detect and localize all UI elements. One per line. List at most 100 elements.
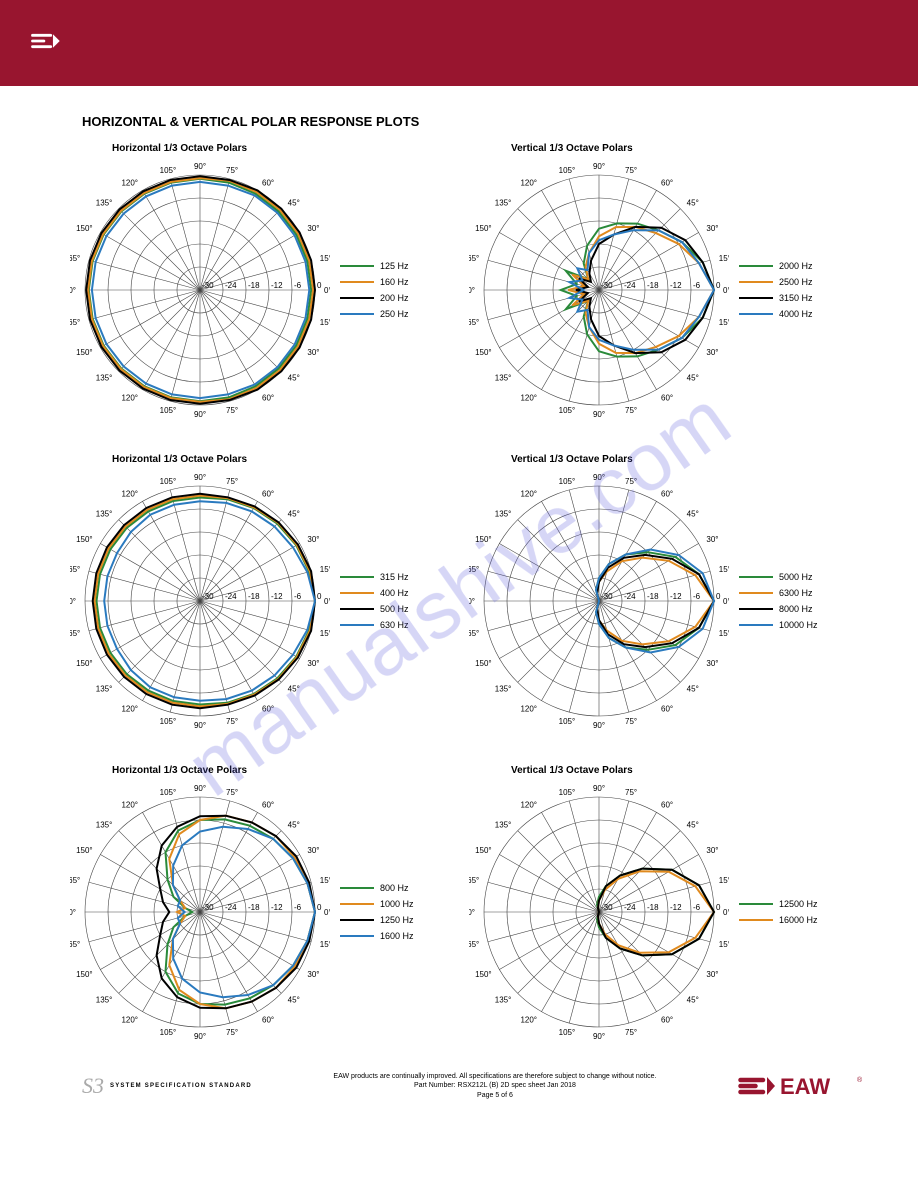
svg-text:0°: 0°	[324, 908, 330, 917]
svg-text:120°: 120°	[121, 1015, 138, 1024]
svg-text:30°: 30°	[706, 535, 718, 544]
svg-text:0: 0	[317, 903, 322, 912]
legend-item: 3150 Hz	[739, 293, 813, 303]
legend-label: 12500 Hz	[779, 899, 818, 909]
svg-text:30°: 30°	[706, 846, 718, 855]
svg-text:75°: 75°	[625, 477, 637, 486]
legend-item: 5000 Hz	[739, 572, 818, 582]
svg-text:150°: 150°	[76, 224, 93, 233]
svg-text:-24: -24	[624, 592, 636, 601]
legend-item: 4000 Hz	[739, 309, 813, 319]
svg-text:150°: 150°	[76, 348, 93, 357]
svg-text:0: 0	[716, 592, 721, 601]
polar-chart: 0°15°15°30°30°45°45°60°60°75°75°90°90°10…	[469, 782, 729, 1042]
legend-item: 1600 Hz	[340, 931, 414, 941]
svg-text:135°: 135°	[96, 198, 113, 207]
svg-text:75°: 75°	[226, 166, 238, 175]
chart-title: Horizontal 1/3 Octave Polars	[112, 143, 247, 154]
svg-text:150°: 150°	[475, 535, 492, 544]
svg-text:105°: 105°	[559, 477, 576, 486]
legend: 5000 Hz 6300 Hz 8000 Hz 10000 Hz	[739, 572, 818, 630]
eaw-logo: EAW ®	[738, 1070, 868, 1102]
legend-item: 400 Hz	[340, 588, 409, 598]
svg-text:45°: 45°	[288, 198, 300, 207]
svg-text:-18: -18	[647, 281, 659, 290]
page-title: HORIZONTAL & VERTICAL POLAR RESPONSE PLO…	[82, 114, 918, 129]
svg-text:0: 0	[716, 903, 721, 912]
chart-title: Horizontal 1/3 Octave Polars	[112, 765, 247, 776]
brand-icon	[28, 29, 62, 58]
svg-text:75°: 75°	[226, 717, 238, 726]
svg-text:0°: 0°	[723, 286, 729, 295]
legend-swatch	[739, 903, 773, 905]
svg-text:60°: 60°	[262, 1015, 274, 1024]
svg-text:120°: 120°	[121, 704, 138, 713]
svg-text:75°: 75°	[625, 788, 637, 797]
svg-text:-30: -30	[202, 592, 214, 601]
svg-text:150°: 150°	[76, 659, 93, 668]
legend-item: 500 Hz	[340, 604, 409, 614]
legend-swatch	[739, 281, 773, 283]
svg-text:-12: -12	[670, 592, 682, 601]
legend-item: 2500 Hz	[739, 277, 813, 287]
svg-text:150°: 150°	[475, 659, 492, 668]
legend-label: 3150 Hz	[779, 293, 813, 303]
legend-swatch	[739, 576, 773, 578]
legend-label: 10000 Hz	[779, 620, 818, 630]
legend-label: 1000 Hz	[380, 899, 414, 909]
svg-text:180°: 180°	[70, 908, 76, 917]
svg-text:105°: 105°	[160, 717, 177, 726]
polar-chart: 0°15°15°30°30°45°45°60°60°75°75°90°90°10…	[70, 471, 330, 731]
svg-text:75°: 75°	[226, 1028, 238, 1037]
svg-text:-6: -6	[294, 281, 302, 290]
svg-text:15°: 15°	[320, 629, 330, 638]
legend-item: 1250 Hz	[340, 915, 414, 925]
svg-text:-18: -18	[248, 592, 260, 601]
legend-item: 800 Hz	[340, 883, 414, 893]
svg-text:75°: 75°	[226, 406, 238, 415]
legend: 125 Hz 160 Hz 200 Hz 250 Hz	[340, 261, 409, 319]
svg-text:45°: 45°	[687, 996, 699, 1005]
svg-text:105°: 105°	[559, 1028, 576, 1037]
legend-label: 6300 Hz	[779, 588, 813, 598]
svg-text:15°: 15°	[320, 254, 330, 263]
svg-text:-6: -6	[693, 281, 701, 290]
svg-text:60°: 60°	[262, 393, 274, 402]
svg-text:-30: -30	[202, 903, 214, 912]
svg-text:180°: 180°	[70, 286, 76, 295]
footer-left: S3 SYSTEM SPECIFICATION STANDARD	[82, 1073, 252, 1099]
legend-swatch	[340, 576, 374, 578]
legend-label: 5000 Hz	[779, 572, 813, 582]
svg-text:75°: 75°	[226, 788, 238, 797]
legend-swatch	[340, 297, 374, 299]
svg-text:30°: 30°	[307, 348, 319, 357]
svg-text:-18: -18	[248, 903, 260, 912]
legend-label: 2500 Hz	[779, 277, 813, 287]
svg-text:-30: -30	[601, 592, 613, 601]
svg-text:15°: 15°	[719, 565, 729, 574]
svg-text:165°: 165°	[70, 565, 80, 574]
legend-item: 6300 Hz	[739, 588, 818, 598]
footer: S3 SYSTEM SPECIFICATION STANDARD EAW pro…	[0, 1058, 918, 1120]
legend: 800 Hz 1000 Hz 1250 Hz 1600 Hz	[340, 883, 414, 941]
polar-panel: Vertical 1/3 Octave Polars 0°15°15°30°30…	[469, 450, 868, 731]
svg-text:-12: -12	[271, 592, 283, 601]
svg-text:120°: 120°	[520, 490, 537, 499]
svg-text:45°: 45°	[687, 198, 699, 207]
svg-text:135°: 135°	[495, 996, 512, 1005]
svg-text:60°: 60°	[661, 704, 673, 713]
legend-swatch	[340, 313, 374, 315]
svg-text:75°: 75°	[625, 406, 637, 415]
legend-label: 8000 Hz	[779, 604, 813, 614]
svg-text:-30: -30	[601, 903, 613, 912]
svg-text:90°: 90°	[194, 162, 206, 171]
legend-label: 1250 Hz	[380, 915, 414, 925]
svg-text:90°: 90°	[593, 410, 605, 419]
legend-swatch	[340, 624, 374, 626]
svg-text:-6: -6	[294, 592, 302, 601]
legend-item: 12500 Hz	[739, 899, 818, 909]
legend-swatch	[739, 297, 773, 299]
legend-item: 200 Hz	[340, 293, 409, 303]
svg-text:-6: -6	[693, 903, 701, 912]
svg-text:105°: 105°	[559, 166, 576, 175]
